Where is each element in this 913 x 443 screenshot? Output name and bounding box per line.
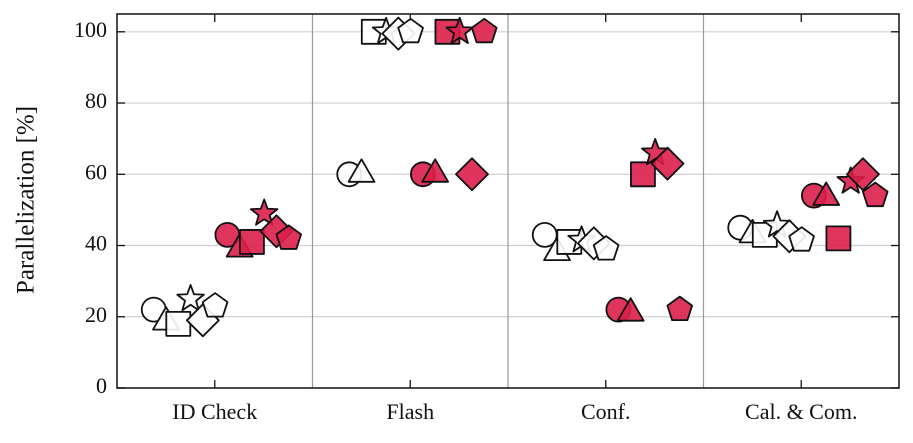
marker <box>249 198 279 226</box>
marker <box>616 297 645 322</box>
marker <box>165 310 192 337</box>
y-tick-label: 80 <box>85 88 107 113</box>
marker <box>397 17 424 44</box>
marker <box>445 16 474 45</box>
marker <box>650 146 685 181</box>
y-axis-label: Parallelization [%] <box>13 106 40 294</box>
marker <box>666 295 694 322</box>
marker <box>812 181 841 206</box>
marker <box>825 225 852 252</box>
marker <box>239 229 265 255</box>
plot-frame <box>116 13 900 389</box>
marker <box>846 157 880 192</box>
x-tick-label: Flash <box>386 399 434 424</box>
marker <box>861 181 889 208</box>
marker <box>347 158 376 183</box>
y-tick-label: 0 <box>96 373 107 398</box>
marker <box>421 158 450 183</box>
x-tick-label: Cal. & Com. <box>745 399 857 424</box>
x-tick-label: Conf. <box>581 399 631 424</box>
marker <box>275 224 303 250</box>
marker <box>788 226 815 252</box>
marker <box>201 292 229 318</box>
y-tick-label: 40 <box>85 231 107 256</box>
y-tick-label: 60 <box>85 159 107 184</box>
x-tick-label: ID Check <box>172 399 257 424</box>
marker <box>592 235 620 261</box>
marker <box>176 284 205 312</box>
marker <box>630 161 656 188</box>
marker <box>455 157 489 192</box>
y-tick-label: 100 <box>74 17 107 42</box>
marker <box>470 17 498 44</box>
y-tick-label: 20 <box>85 302 107 327</box>
marker <box>762 210 792 238</box>
